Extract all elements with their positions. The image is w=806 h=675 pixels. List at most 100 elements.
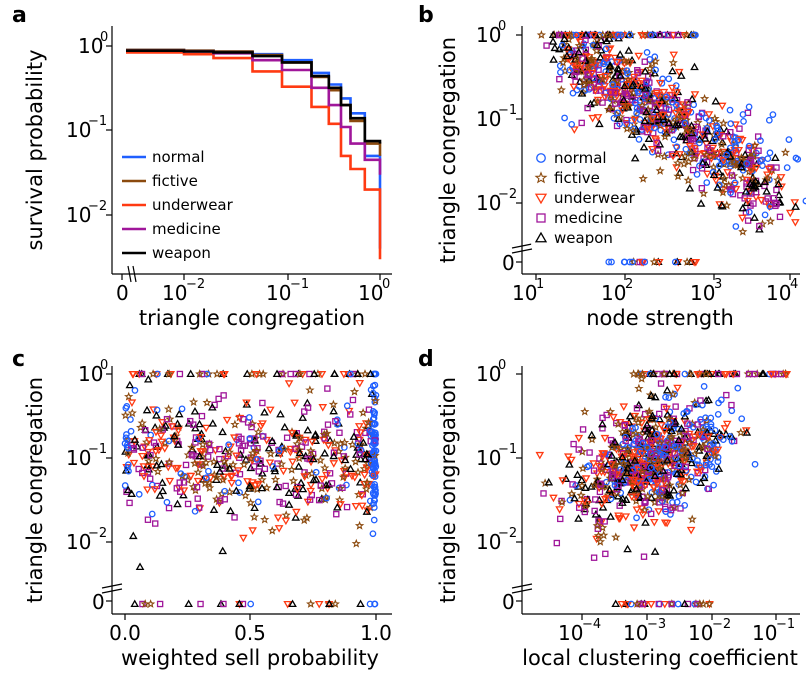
b-point-medicine xyxy=(587,84,595,91)
b-point-medicine xyxy=(582,36,589,44)
c-point-underwear xyxy=(274,525,284,533)
b-point-normal xyxy=(635,136,643,143)
c-point-normal xyxy=(370,483,378,491)
c-point-underwear xyxy=(354,423,364,431)
b-point-fictive xyxy=(647,59,658,68)
b-point-underwear xyxy=(654,258,664,267)
d-point-medicine xyxy=(671,462,678,469)
c-point-weapon xyxy=(173,440,183,448)
b-point-normal xyxy=(727,189,734,197)
d-point-weapon xyxy=(630,456,640,464)
d-point-normal xyxy=(629,425,636,432)
d-point-medicine xyxy=(609,471,616,478)
b-point-fictive xyxy=(701,149,711,159)
c-point-fictive xyxy=(211,472,221,482)
d-point-normal xyxy=(698,401,706,409)
a-legend-label-normal: normal xyxy=(152,148,205,166)
d-point-fictive xyxy=(577,446,587,456)
d-point-fictive xyxy=(736,427,746,437)
d-point-underwear xyxy=(659,478,669,487)
b-point-fictive xyxy=(689,153,699,163)
panel-c-scatter: 10 0 10 −1 10 −2 0 0.0 0.5 1.0 weighted … xyxy=(23,358,392,670)
b-point-medicine xyxy=(584,104,591,112)
c-point-weapon xyxy=(294,462,303,470)
b-point-underwear xyxy=(791,219,800,227)
d-point-fictive xyxy=(631,488,641,498)
d-point-weapon xyxy=(611,599,621,608)
d-point-medicine xyxy=(590,554,598,561)
d-point-underwear xyxy=(696,464,705,473)
c-point-underwear xyxy=(165,477,175,486)
b-legend-bg xyxy=(531,169,611,188)
d-point-fictive xyxy=(704,599,714,608)
b-legend-marker-underwear xyxy=(534,193,548,205)
panel-label-d: d xyxy=(418,347,434,372)
b-point-normal xyxy=(623,67,631,74)
c-point-weapon xyxy=(309,369,319,378)
c-point-normal xyxy=(371,459,379,467)
b-point-weapon xyxy=(708,136,717,145)
b-point-underwear xyxy=(712,150,722,158)
c-point-underwear xyxy=(127,399,137,407)
b-point-weapon xyxy=(592,40,602,49)
d-point-underwear xyxy=(589,460,598,468)
b-point-normal xyxy=(726,144,734,152)
c-point-underwear xyxy=(243,478,252,486)
d-point-underwear xyxy=(686,526,696,535)
c-point-normal xyxy=(275,447,283,454)
c-point-weapon xyxy=(298,413,308,421)
c-point-underwear xyxy=(251,370,261,379)
b-point-weapon xyxy=(771,153,780,161)
c-point-medicine xyxy=(292,491,300,498)
b-point-fictive xyxy=(629,256,639,266)
b-point-fictive xyxy=(679,159,689,168)
b-point-underwear xyxy=(570,126,579,134)
c-point-fictive xyxy=(120,410,131,420)
c-point-medicine xyxy=(276,498,283,506)
d-xtick-m2: 10 xyxy=(688,621,713,645)
d-point-weapon xyxy=(570,493,579,502)
d-point-medicine xyxy=(697,397,704,404)
c-point-normal xyxy=(125,467,132,475)
c-point-fictive xyxy=(351,538,361,548)
d-point-medicine xyxy=(603,411,610,419)
c-point-underwear xyxy=(219,370,228,379)
d-point-underwear xyxy=(657,422,666,430)
b-point-normal xyxy=(703,179,711,186)
d-point-underwear xyxy=(619,453,629,461)
d-xtick-m2-exp: −2 xyxy=(712,617,731,632)
c-point-weapon xyxy=(144,464,154,473)
d-point-fictive xyxy=(680,444,690,454)
c-point-medicine xyxy=(205,440,213,448)
c-point-normal xyxy=(366,426,374,434)
c-point-underwear xyxy=(317,475,327,484)
c-point-weapon xyxy=(321,480,331,489)
d-point-medicine xyxy=(621,422,628,429)
b-point-normal xyxy=(715,162,723,169)
c-point-medicine xyxy=(274,460,281,467)
d-point-weapon xyxy=(607,451,617,459)
b-legend-label-weapon: weapon xyxy=(554,229,613,247)
c-point-underwear xyxy=(174,427,183,435)
b-point-underwear xyxy=(655,101,664,109)
c-point-fictive xyxy=(351,456,361,466)
b-ytick-zero: 0 xyxy=(502,251,515,275)
c-point-normal xyxy=(369,530,377,538)
b-point-weapon xyxy=(628,81,637,90)
c-point-weapon xyxy=(267,436,277,445)
c-point-underwear xyxy=(284,380,294,388)
b-point-normal xyxy=(643,49,651,56)
b-point-weapon xyxy=(624,46,634,54)
c-point-fictive xyxy=(164,457,174,467)
b-point-normal xyxy=(608,258,615,266)
c-point-normal xyxy=(368,428,375,436)
c-point-fictive xyxy=(260,514,270,524)
b-point-weapon xyxy=(632,125,641,133)
c-point-medicine xyxy=(259,399,266,407)
c-xtick-0: 0.0 xyxy=(109,621,141,645)
b-point-normal xyxy=(698,110,706,118)
b-legend-marker-normal xyxy=(536,153,546,163)
c-point-underwear xyxy=(306,481,316,490)
b-point-weapon xyxy=(717,200,727,209)
b-point-fictive xyxy=(672,114,682,124)
